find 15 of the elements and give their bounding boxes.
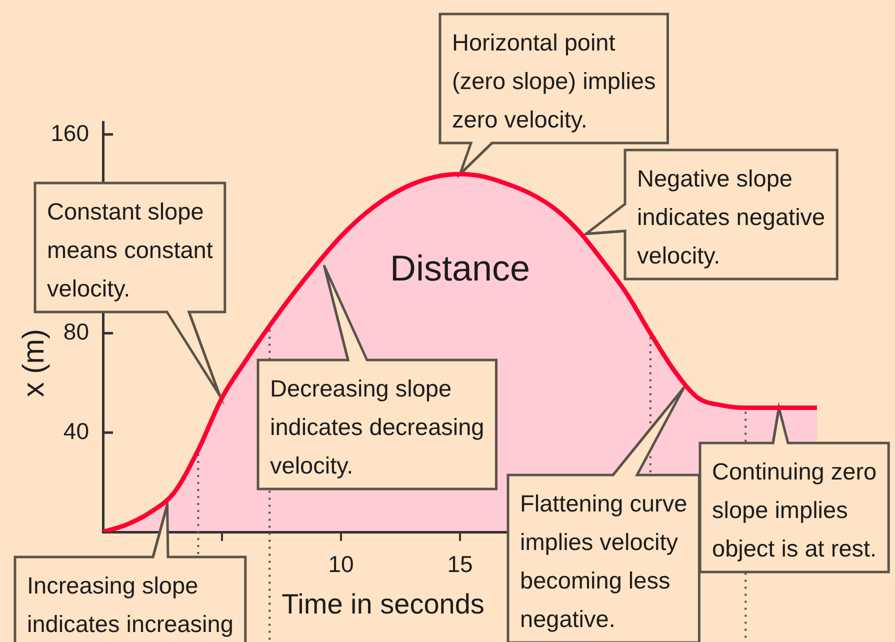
x-tick-label: 15 <box>447 551 473 578</box>
x-axis-title: Time in seconds <box>282 588 484 620</box>
series-label: Distance <box>390 248 530 289</box>
annotation: Constant slope means constant velocity. <box>47 198 214 302</box>
y-tick-label: 40 <box>63 418 89 444</box>
annotation: Negative slope indicates negative velocity. <box>637 165 826 268</box>
annotation: Flattening curve implies velocity becoming less negative. <box>520 490 688 632</box>
y-tick-label: 80 <box>63 318 89 345</box>
annotation: Increasing slope indicates increasing <box>27 572 234 637</box>
y-axis-title: x (m) <box>17 328 50 398</box>
x-tick-label: 10 <box>328 551 354 578</box>
annotation: Continuing zero slope implies object is at rest. <box>712 458 877 562</box>
y-tick-label: 160 <box>50 120 89 146</box>
annotation: Horizontal point (zero slope) implies zero velocity. <box>452 29 656 132</box>
annotation: Decreasing slope indicates decreasing velocity. <box>270 375 484 478</box>
